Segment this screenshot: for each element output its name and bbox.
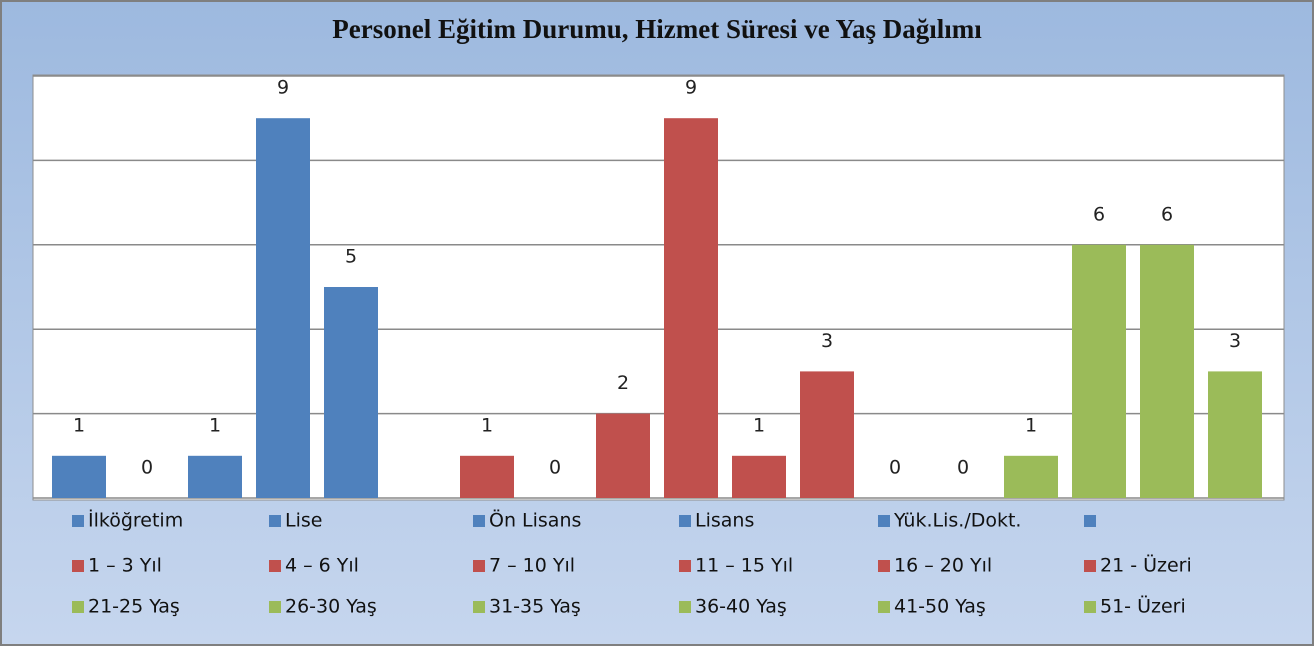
data-label: 0	[957, 457, 969, 479]
bar	[324, 287, 378, 498]
legend-swatch	[679, 560, 691, 572]
legend-swatch	[269, 515, 281, 527]
data-label: 0	[141, 457, 153, 479]
data-label: 2	[617, 372, 629, 394]
bar	[1004, 455, 1058, 498]
legend-label: Ön Lisans	[489, 509, 581, 532]
legend-swatch	[269, 601, 281, 613]
data-label: 1	[209, 414, 221, 436]
legend-swatch	[1084, 560, 1096, 572]
legend-label: 7 – 10 Yıl	[489, 555, 575, 577]
legend-label: Yük.Lis./Dokt.	[893, 510, 1021, 532]
data-label: 3	[821, 330, 833, 352]
legend-label: 21-25 Yaş	[88, 596, 180, 618]
legend-label: 16 – 20 Yıl	[894, 555, 992, 577]
data-label: 9	[277, 77, 289, 99]
bar	[1208, 371, 1262, 498]
legend-label: 1 – 3 Yıl	[88, 555, 162, 577]
legend-label: 36-40 Yaş	[695, 596, 787, 618]
data-label: 1	[753, 414, 765, 436]
bar	[188, 455, 242, 498]
legend-swatch	[473, 601, 485, 613]
bar	[596, 413, 650, 498]
data-label: 0	[549, 457, 561, 479]
legend-swatch	[72, 515, 84, 527]
bar	[800, 371, 854, 498]
legend-label: 51- Üzeri	[1100, 595, 1186, 618]
data-label: 9	[685, 77, 697, 99]
legend-label: 11 – 15 Yıl	[695, 555, 793, 577]
legend-label: 31-35 Yaş	[489, 596, 581, 618]
bar	[256, 118, 310, 498]
legend-label: 4 – 6 Yıl	[285, 555, 359, 577]
legend-swatch	[679, 601, 691, 613]
legend-label: Lisans	[695, 510, 754, 532]
data-label: 1	[73, 414, 85, 436]
data-label: 1	[481, 414, 493, 436]
data-label: 6	[1093, 203, 1105, 225]
legend-swatch	[878, 515, 890, 527]
legend-swatch	[72, 560, 84, 572]
legend-swatch	[473, 560, 485, 572]
bar	[1140, 244, 1194, 498]
legend-swatch	[72, 601, 84, 613]
legend-label: 21 - Üzeri	[1100, 554, 1192, 577]
data-label: 3	[1229, 330, 1241, 352]
legend-label: 41-50 Yaş	[894, 596, 986, 618]
legend-swatch	[269, 560, 281, 572]
legend-swatch	[473, 515, 485, 527]
bar	[664, 118, 718, 498]
legend-label: Lise	[285, 510, 322, 532]
data-label: 0	[889, 457, 901, 479]
legend-swatch	[878, 560, 890, 572]
bar	[1072, 244, 1126, 498]
bar	[52, 455, 106, 498]
legend-swatch	[1084, 601, 1096, 613]
legend-label: 26-30 Yaş	[285, 596, 377, 618]
legend-swatch	[679, 515, 691, 527]
legend-label: İlköğretim	[88, 509, 183, 532]
bar	[732, 455, 786, 498]
bar	[460, 455, 514, 498]
chart-title: Personel Eğitim Durumu, Hizmet Süresi ve…	[332, 14, 982, 44]
data-label: 1	[1025, 414, 1037, 436]
legend-swatch	[878, 601, 890, 613]
legend-swatch	[1084, 515, 1096, 527]
data-label: 6	[1161, 203, 1173, 225]
data-label: 5	[345, 246, 357, 268]
